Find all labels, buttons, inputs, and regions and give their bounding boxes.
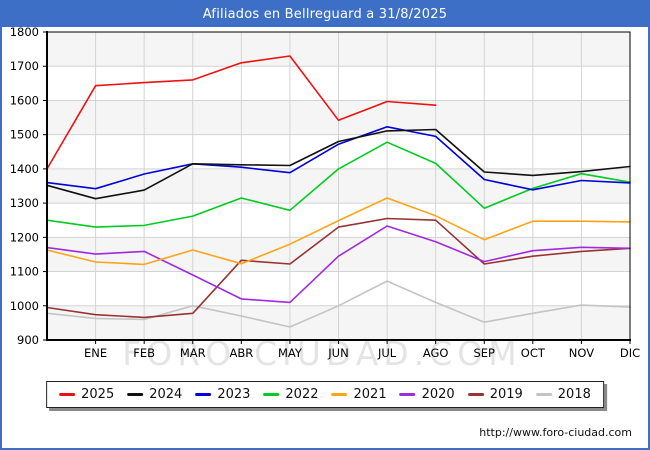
- x-tick-label-dic: DIC: [620, 346, 640, 360]
- tick-marks: [43, 31, 631, 344]
- y-tick-label: 1300: [10, 196, 39, 210]
- y-tick-label: 1400: [10, 162, 39, 176]
- x-tick-label-mar: MAR: [180, 346, 206, 360]
- legend-label-2022: 2022: [285, 387, 319, 402]
- legend-label-2021: 2021: [353, 387, 387, 402]
- y-tick-label: 1200: [10, 230, 39, 244]
- legend-label-2018: 2018: [557, 387, 591, 402]
- y-axis-labels: 900 1000 1100 1200 1300 1400 1500 1600 1700 1800: [10, 25, 39, 347]
- series-2025: [46, 55, 437, 170]
- y-tick-label: 1000: [10, 299, 39, 313]
- x-tick-label-sep: SEP: [473, 346, 495, 360]
- y-tick-label: 1800: [10, 25, 39, 39]
- series-2020: [46, 225, 631, 304]
- x-tick-label-jul: JUL: [377, 346, 397, 360]
- series-2019: [46, 217, 631, 319]
- x-tick-label-feb: FEB: [133, 346, 155, 360]
- legend-item-2025: 2025: [59, 387, 114, 402]
- series-2023: [46, 126, 631, 191]
- series-2024: [46, 128, 631, 200]
- legend-label-2024: 2024: [149, 387, 183, 402]
- legend-swatch-2020: [399, 393, 416, 396]
- x-tick-label-ene: ENE: [84, 346, 107, 360]
- footer-url[interactable]: http://www.foro-ciudad.com: [479, 426, 632, 439]
- legend-swatch-2021: [331, 393, 348, 396]
- x-axis-labels: ENE FEB MAR ABR MAY JUN JUL AGO SEP OCT NOV DIC: [84, 346, 640, 360]
- legend-swatch-2023: [195, 393, 212, 396]
- series-2021: [46, 197, 631, 266]
- legend-item-2024: 2024: [127, 387, 182, 402]
- y-tick-label: 900: [17, 333, 39, 347]
- y-tick-label: 1500: [10, 128, 39, 142]
- y-tick-label: 1600: [10, 93, 39, 107]
- legend-label-2025: 2025: [81, 387, 115, 402]
- series-2022: [46, 141, 631, 228]
- x-tick-label-abr: ABR: [229, 346, 253, 360]
- legend-swatch-2019: [467, 393, 484, 396]
- y-tick-label: 1100: [10, 265, 39, 279]
- legend-label-2019: 2019: [489, 387, 523, 402]
- legend-swatch-2022: [263, 393, 280, 396]
- legend: 2025 2024 2023 2022 2021 2020 2019 2018: [46, 381, 604, 408]
- chart-title: Afiliados en Bellreguard a 31/8/2025: [2, 2, 648, 27]
- legend-item-2018: 2018: [535, 387, 591, 402]
- legend-item-2023: 2023: [195, 387, 250, 402]
- legend-swatch-2018: [535, 393, 552, 396]
- legend-item-2022: 2022: [263, 387, 319, 402]
- legend-item-2020: 2020: [399, 387, 455, 402]
- series-2018: [46, 280, 631, 328]
- legend-swatch-2024: [127, 393, 144, 396]
- legend-label-2020: 2020: [421, 387, 455, 402]
- gridlines: [47, 32, 631, 340]
- legend-label-2023: 2023: [217, 387, 251, 402]
- y-tick-label: 1700: [10, 59, 39, 73]
- legend-item-2019: 2019: [467, 387, 523, 402]
- x-tick-label-ago: AGO: [423, 346, 449, 360]
- legend-item-2021: 2021: [331, 387, 387, 402]
- x-tick-label-oct: OCT: [521, 346, 546, 360]
- legend-swatch-2025: [59, 393, 76, 396]
- x-tick-label-nov: NOV: [569, 346, 594, 360]
- x-tick-label-jun: JUN: [327, 346, 348, 360]
- x-tick-label-may: MAY: [278, 346, 303, 360]
